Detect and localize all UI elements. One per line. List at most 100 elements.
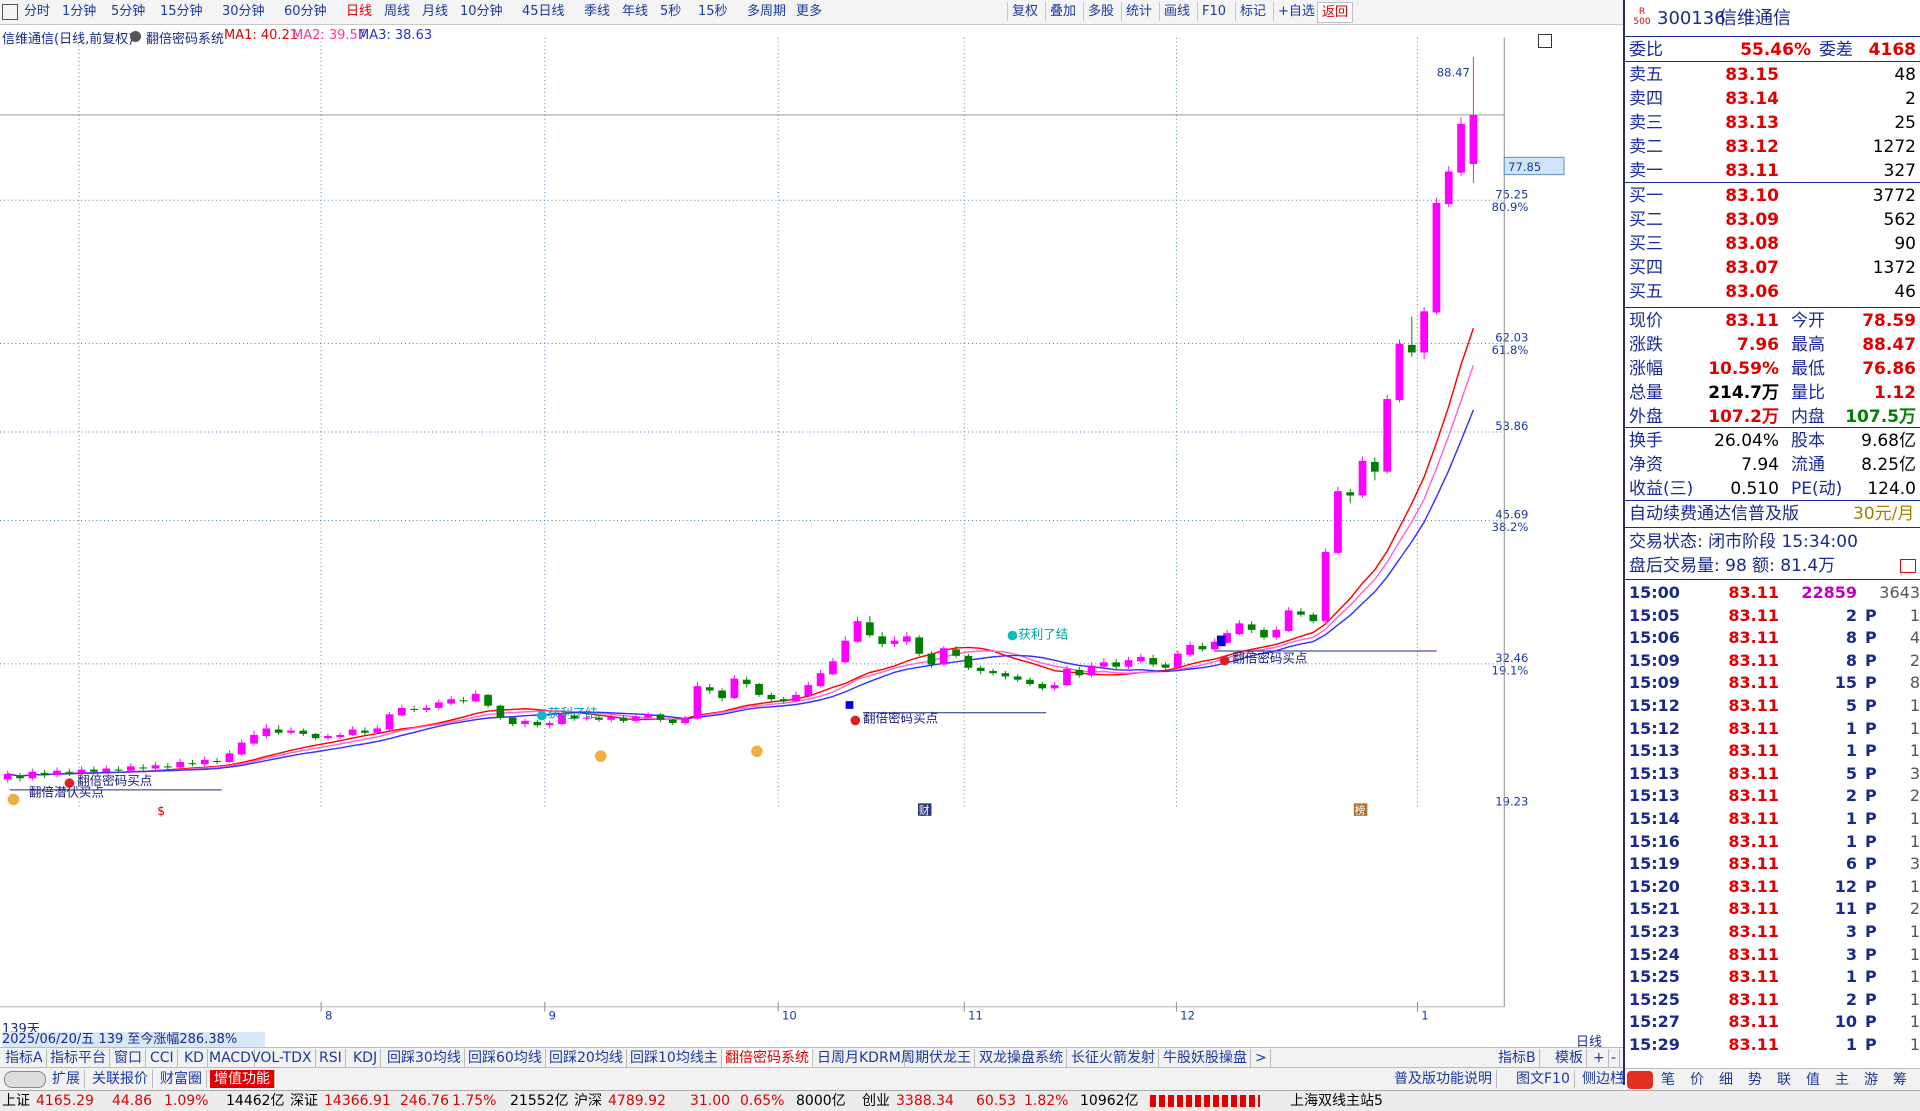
function-right-0[interactable]: 普及版功能说明: [1390, 1070, 1497, 1088]
quote-tab-3[interactable]: 势: [1748, 1072, 1762, 1088]
period-7[interactable]: 周线: [384, 4, 411, 19]
annotation: 翻倍潜伏买点: [29, 785, 104, 800]
indicator-tab-12[interactable]: 回踩10均线主: [627, 1049, 722, 1067]
candle-body: [151, 765, 160, 769]
toolbar-btn-5[interactable]: F10: [1197, 2, 1230, 21]
buy-marker-icon: [850, 715, 861, 726]
toolbar-btn-2[interactable]: 多股: [1083, 2, 1118, 21]
period-12[interactable]: 年线: [622, 4, 649, 19]
candle-body: [558, 714, 566, 725]
candle-body: [545, 723, 554, 726]
indicator-tab-18[interactable]: 牛股妖股操盘: [1160, 1049, 1251, 1067]
quote-tab-5[interactable]: 值: [1806, 1072, 1820, 1088]
indicator-tab-4[interactable]: KD: [181, 1049, 208, 1067]
toolbar-btn-3[interactable]: 统计: [1121, 2, 1156, 21]
indicator-tab-2[interactable]: 窗口: [111, 1049, 146, 1067]
toolbar-btn-1[interactable]: 叠加: [1045, 2, 1080, 21]
indicator-tab-1[interactable]: 指标平台: [47, 1049, 110, 1067]
indicator-tab-13[interactable]: 翻倍密码系统: [722, 1049, 813, 1067]
quote-tab-1[interactable]: 价: [1690, 1072, 1704, 1088]
toggle-switch[interactable]: [4, 1071, 46, 1088]
period-9[interactable]: 10分钟: [460, 4, 503, 19]
period-15[interactable]: 多周期: [747, 4, 787, 19]
y-label-price: 62.03: [1495, 331, 1528, 345]
function-tab-3[interactable]: 增值功能: [210, 1070, 275, 1088]
quote-tab-7[interactable]: 游: [1864, 1072, 1878, 1088]
indicator-tab-16[interactable]: 双龙操盘系统: [976, 1049, 1067, 1067]
quote-tab-6[interactable]: 主: [1835, 1072, 1849, 1088]
tick-row: 15:05 83.11 2 P 1: [1629, 605, 1920, 625]
tick-row: 15:24 83.11 3 P 1: [1629, 944, 1920, 964]
window-icon[interactable]: [2, 4, 18, 20]
toolbar-btn-6[interactable]: 标记: [1235, 2, 1270, 21]
logo-icon[interactable]: [1627, 1071, 1653, 1089]
function-tab-2[interactable]: 财富圈: [156, 1070, 207, 1088]
period-toolbar: 分时 1分钟 5分钟 15分钟 30分钟 60分钟 日线 周线 月线 10分钟 45日线 季线 年线 5秒…: [0, 0, 1623, 25]
indicator-right-0[interactable]: 指标B: [1495, 1049, 1540, 1067]
indicator-tab-0[interactable]: 指标A: [2, 1049, 47, 1067]
market-status-bar: 上证 4165.29 44.86 1.09% 14462亿 深证 14366.9…: [0, 1090, 1920, 1111]
candle-body: [1371, 461, 1379, 472]
indicator-tab-19[interactable]: >: [1252, 1049, 1271, 1067]
stat2-row: 净资 7.94 流通 8.25亿: [1629, 455, 1916, 475]
toolbar-btn-4[interactable]: 画线: [1159, 2, 1194, 21]
period-10[interactable]: 45日线: [522, 4, 565, 19]
indicator-tab-15[interactable]: 周期伏龙王: [898, 1049, 975, 1067]
candle-body: [1321, 551, 1330, 622]
period-6[interactable]: 日线: [346, 4, 373, 19]
period-16[interactable]: 更多: [796, 4, 823, 19]
period-4[interactable]: 30分钟: [222, 4, 265, 19]
period-14[interactable]: 15秒: [698, 4, 728, 19]
candle-body: [1272, 629, 1281, 638]
function-tab-0[interactable]: 扩展: [48, 1070, 85, 1088]
indicator-tab-5[interactable]: MACD: [206, 1049, 255, 1067]
indicator-tab-8[interactable]: KDJ: [350, 1049, 382, 1067]
candle-body: [681, 717, 689, 724]
indicator-tab-17[interactable]: 长征火箭发射: [1068, 1049, 1159, 1067]
indicator-tab-10[interactable]: 回踩60均线: [465, 1049, 546, 1067]
period-0[interactable]: 分时: [24, 4, 51, 19]
quote-tab-0[interactable]: 笔: [1661, 1072, 1675, 1088]
indicator-tab-11[interactable]: 回踩20均线: [546, 1049, 627, 1067]
chart-small-icon[interactable]: [1900, 559, 1916, 573]
indicator-tab-7[interactable]: RSI: [316, 1049, 346, 1067]
function-tab-1[interactable]: 关联报价: [88, 1070, 153, 1088]
window-toggle-icon[interactable]: [1538, 34, 1552, 48]
indicator-right-1[interactable]: 模板: [1552, 1049, 1587, 1067]
system-name[interactable]: 翻倍密码系统: [146, 32, 225, 47]
period-3[interactable]: 15分钟: [160, 4, 203, 19]
candle-body: [1432, 202, 1441, 313]
hand-icon: [751, 745, 763, 758]
period-13[interactable]: 5秒: [660, 4, 682, 19]
period-11[interactable]: 季线: [584, 4, 611, 19]
candle-body: [1235, 623, 1244, 635]
indicator-right-3[interactable]: -: [1608, 1049, 1621, 1067]
indicator-tab-14[interactable]: 日周月KDRM: [814, 1049, 905, 1067]
candle-body: [1026, 679, 1034, 685]
period-5[interactable]: 60分钟: [284, 4, 327, 19]
candle-body: [890, 640, 899, 644]
candle-body: [361, 730, 369, 733]
toolbar-btn-8[interactable]: 返回: [1317, 2, 1354, 23]
period-2[interactable]: 5分钟: [111, 4, 146, 19]
quote-tab-8[interactable]: 筹: [1893, 1072, 1907, 1088]
function-right-1[interactable]: 图文F10: [1512, 1070, 1575, 1088]
toolbar-btn-0[interactable]: 复权: [1007, 2, 1042, 21]
mini-volume-bars: [1150, 1095, 1260, 1107]
tick-row: 15:20 83.11 12 P 1: [1629, 876, 1920, 896]
annotation: 获利了结: [548, 706, 598, 721]
sells-row: 卖一 83.11 327: [1629, 161, 1916, 181]
period-1[interactable]: 1分钟: [62, 4, 97, 19]
quote-tab-2[interactable]: 细: [1719, 1072, 1733, 1088]
indicator-tab-3[interactable]: CCI: [147, 1049, 178, 1067]
candle-body: [1063, 668, 1071, 686]
toolbar-btn-7[interactable]: +自选: [1273, 2, 1319, 21]
indicator-right-2[interactable]: +: [1590, 1049, 1609, 1067]
settings-icon[interactable]: [130, 31, 141, 42]
indicator-tab-9[interactable]: 回踩30均线: [384, 1049, 465, 1067]
quote-tab-4[interactable]: 联: [1777, 1072, 1791, 1088]
indicator-tab-6[interactable]: VOL-TDX: [248, 1049, 316, 1067]
quote-bottom-tabs: 笔价细势联值主游筹: [1625, 1068, 1920, 1091]
period-8[interactable]: 月线: [422, 4, 449, 19]
